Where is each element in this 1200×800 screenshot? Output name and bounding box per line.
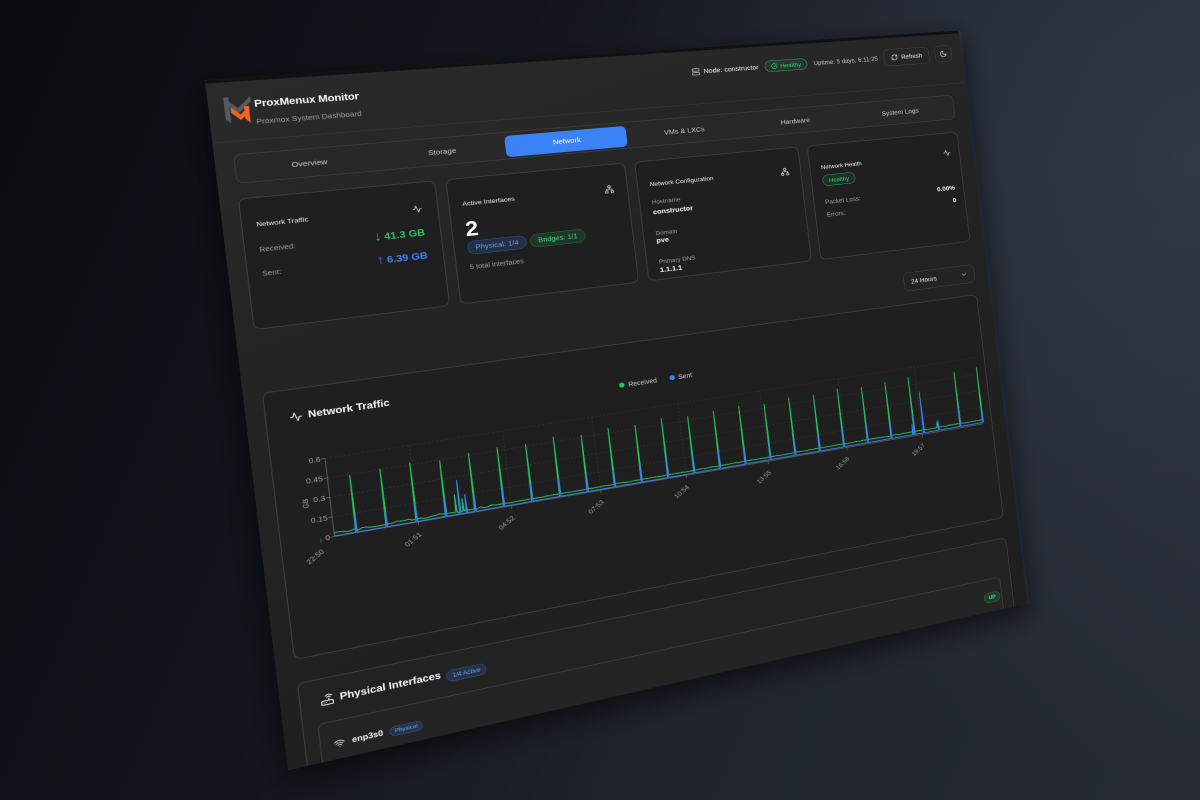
svg-text:04:52: 04:52 bbox=[497, 514, 516, 531]
svg-text:0.45: 0.45 bbox=[306, 474, 324, 485]
svg-text:0.6: 0.6 bbox=[308, 455, 321, 466]
svg-text:0: 0 bbox=[325, 533, 331, 542]
svg-text:16:56: 16:56 bbox=[835, 455, 852, 471]
svg-text:19:57: 19:57 bbox=[911, 442, 927, 457]
svg-text:01:51: 01:51 bbox=[403, 531, 423, 549]
svg-text:13:55: 13:55 bbox=[755, 469, 772, 485]
svg-text:10:54: 10:54 bbox=[673, 483, 691, 500]
svg-text:07:53: 07:53 bbox=[587, 498, 606, 515]
svg-text:0.15: 0.15 bbox=[310, 513, 328, 524]
svg-text:0.3: 0.3 bbox=[313, 494, 326, 505]
svg-text:22:50: 22:50 bbox=[305, 547, 327, 566]
svg-text:GB: GB bbox=[301, 498, 311, 509]
